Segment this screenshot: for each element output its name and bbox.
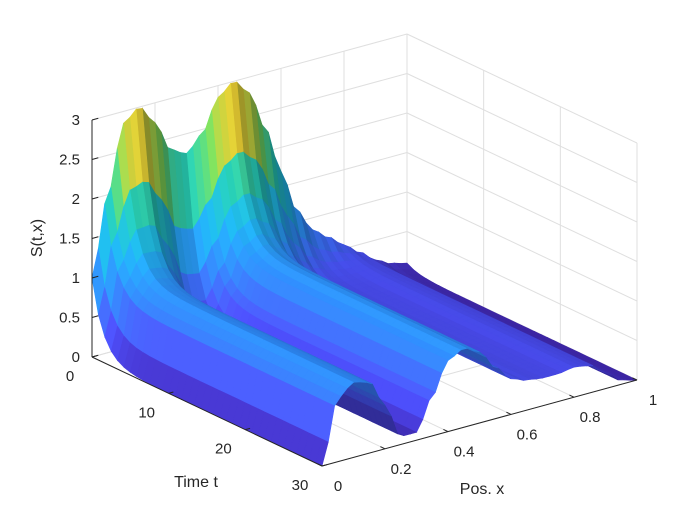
x-tick-label: 0.2 — [391, 461, 412, 478]
z-tick-label: 1.5 — [59, 231, 80, 248]
z-tick-mark — [91, 117, 99, 121]
z-tick-mark — [91, 354, 99, 358]
z-tick-label: 2.5 — [59, 152, 80, 169]
x-tick-mark — [443, 428, 449, 433]
x-tick-label: 0.6 — [517, 426, 538, 443]
grid-side-z — [406, 191, 638, 302]
x-tick-mark — [632, 377, 638, 381]
x-tick-mark — [317, 463, 323, 467]
z-tick-mark — [91, 157, 99, 160]
x-tick-label: 1 — [649, 392, 657, 409]
z-tick-label: 0 — [72, 349, 80, 366]
grid-side-z — [406, 231, 638, 341]
x-tick-mark — [506, 411, 512, 415]
x-tick-label: 0.4 — [454, 444, 475, 461]
t-tick-mark — [321, 464, 327, 467]
z-tick-mark — [91, 275, 99, 279]
t-tick-mark — [245, 427, 251, 431]
x-tick-mark — [380, 446, 386, 450]
x-tick-label: 0.8 — [580, 409, 601, 426]
grid-back-z — [91, 33, 408, 121]
x-tick-label: 0 — [334, 478, 342, 495]
z-axis-label: S(t,x) — [29, 219, 46, 257]
grid-side-z — [406, 33, 638, 144]
x-tick-mark — [569, 394, 575, 398]
grid-side-z — [406, 112, 638, 223]
x-axis-line — [321, 379, 638, 467]
z-tick-mark — [91, 196, 99, 200]
z-tick-mark — [91, 315, 99, 318]
t-tick-label: 30 — [292, 477, 309, 494]
t-tick-mark — [168, 391, 174, 394]
t-axis-line — [91, 356, 323, 467]
grid-side-z — [406, 152, 638, 262]
t-tick-label: 0 — [66, 368, 74, 385]
z-tick-label: 1 — [72, 270, 80, 287]
z-tick-label: 0.5 — [59, 310, 80, 327]
y-axis-label: Pos. x — [460, 481, 504, 498]
surface-mesh — [91, 81, 638, 467]
grid-side-z — [406, 73, 638, 183]
t-tick-label: 10 — [138, 404, 155, 421]
z-tick-label: 3 — [72, 112, 80, 129]
t-tick-label: 20 — [215, 441, 232, 458]
z-tick-label: 2 — [72, 191, 80, 208]
z-tick-mark — [91, 236, 99, 239]
x-axis-label: Time t — [174, 474, 218, 491]
